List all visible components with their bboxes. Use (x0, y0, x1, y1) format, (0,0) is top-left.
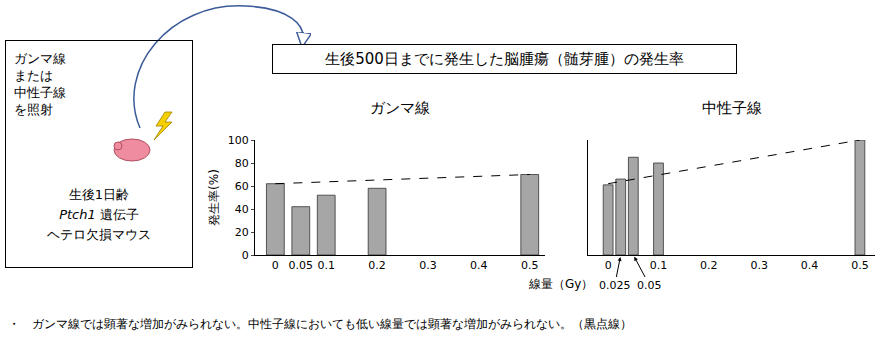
svg-text:0.3: 0.3 (750, 259, 768, 272)
html-text:を照射: を照射 (14, 102, 53, 117)
svg-text:0.4: 0.4 (470, 259, 488, 272)
svg-text:0: 0 (242, 249, 249, 262)
svg-text:0.2: 0.2 (368, 259, 386, 272)
html-text:生後500日までに発生した脳腫瘍（髄芽腫）の発生率: 生後500日までに発生した脳腫瘍（髄芽腫）の発生率 (325, 50, 684, 68)
svg-text:0.05: 0.05 (289, 259, 314, 272)
svg-text:80: 80 (235, 157, 249, 170)
svg-text:0.1: 0.1 (317, 259, 335, 272)
svg-text:0.3: 0.3 (419, 259, 437, 272)
svg-text:40: 40 (235, 203, 249, 216)
svg-text:0.025: 0.025 (599, 279, 631, 292)
svg-text:0.5: 0.5 (851, 259, 869, 272)
html-text:生後1日齢: 生後1日齢 (68, 187, 130, 202)
svg-text:60: 60 (235, 180, 249, 193)
svg-text:中性子線: 中性子線 (702, 99, 762, 117)
svg-text:0: 0 (272, 259, 279, 272)
html-text:Ptch1遺伝子: Ptch1遺伝子 (59, 207, 139, 222)
html-text:または: または (14, 68, 53, 83)
svg-text:発生率(%): 発生率(%) (207, 169, 221, 226)
svg-text:20: 20 (235, 226, 249, 239)
svg-text:100: 100 (228, 134, 249, 147)
svg-text:0.4: 0.4 (801, 259, 819, 272)
svg-text:0.1: 0.1 (650, 259, 668, 272)
svg-text:線量（Gy）: 線量（Gy） (528, 277, 593, 291)
svg-text:0.2: 0.2 (700, 259, 718, 272)
html-text:・ ガンマ線では顕著な増加がみられない。中性子線においても低: ・ ガンマ線では顕著な増加がみられない。中性子線においても低い線量では顕著な増加… (8, 317, 632, 331)
svg-text:ガンマ線: ガンマ線 (370, 99, 430, 117)
svg-text:0: 0 (605, 259, 612, 272)
html-text:ガンマ線: ガンマ線 (14, 51, 66, 66)
svg-text:0.05: 0.05 (637, 279, 662, 292)
html-text:ヘテロ欠損マウス: ヘテロ欠損マウス (47, 227, 151, 242)
svg-text:0.5: 0.5 (521, 259, 539, 272)
html-text:中性子線: 中性子線 (14, 85, 66, 100)
